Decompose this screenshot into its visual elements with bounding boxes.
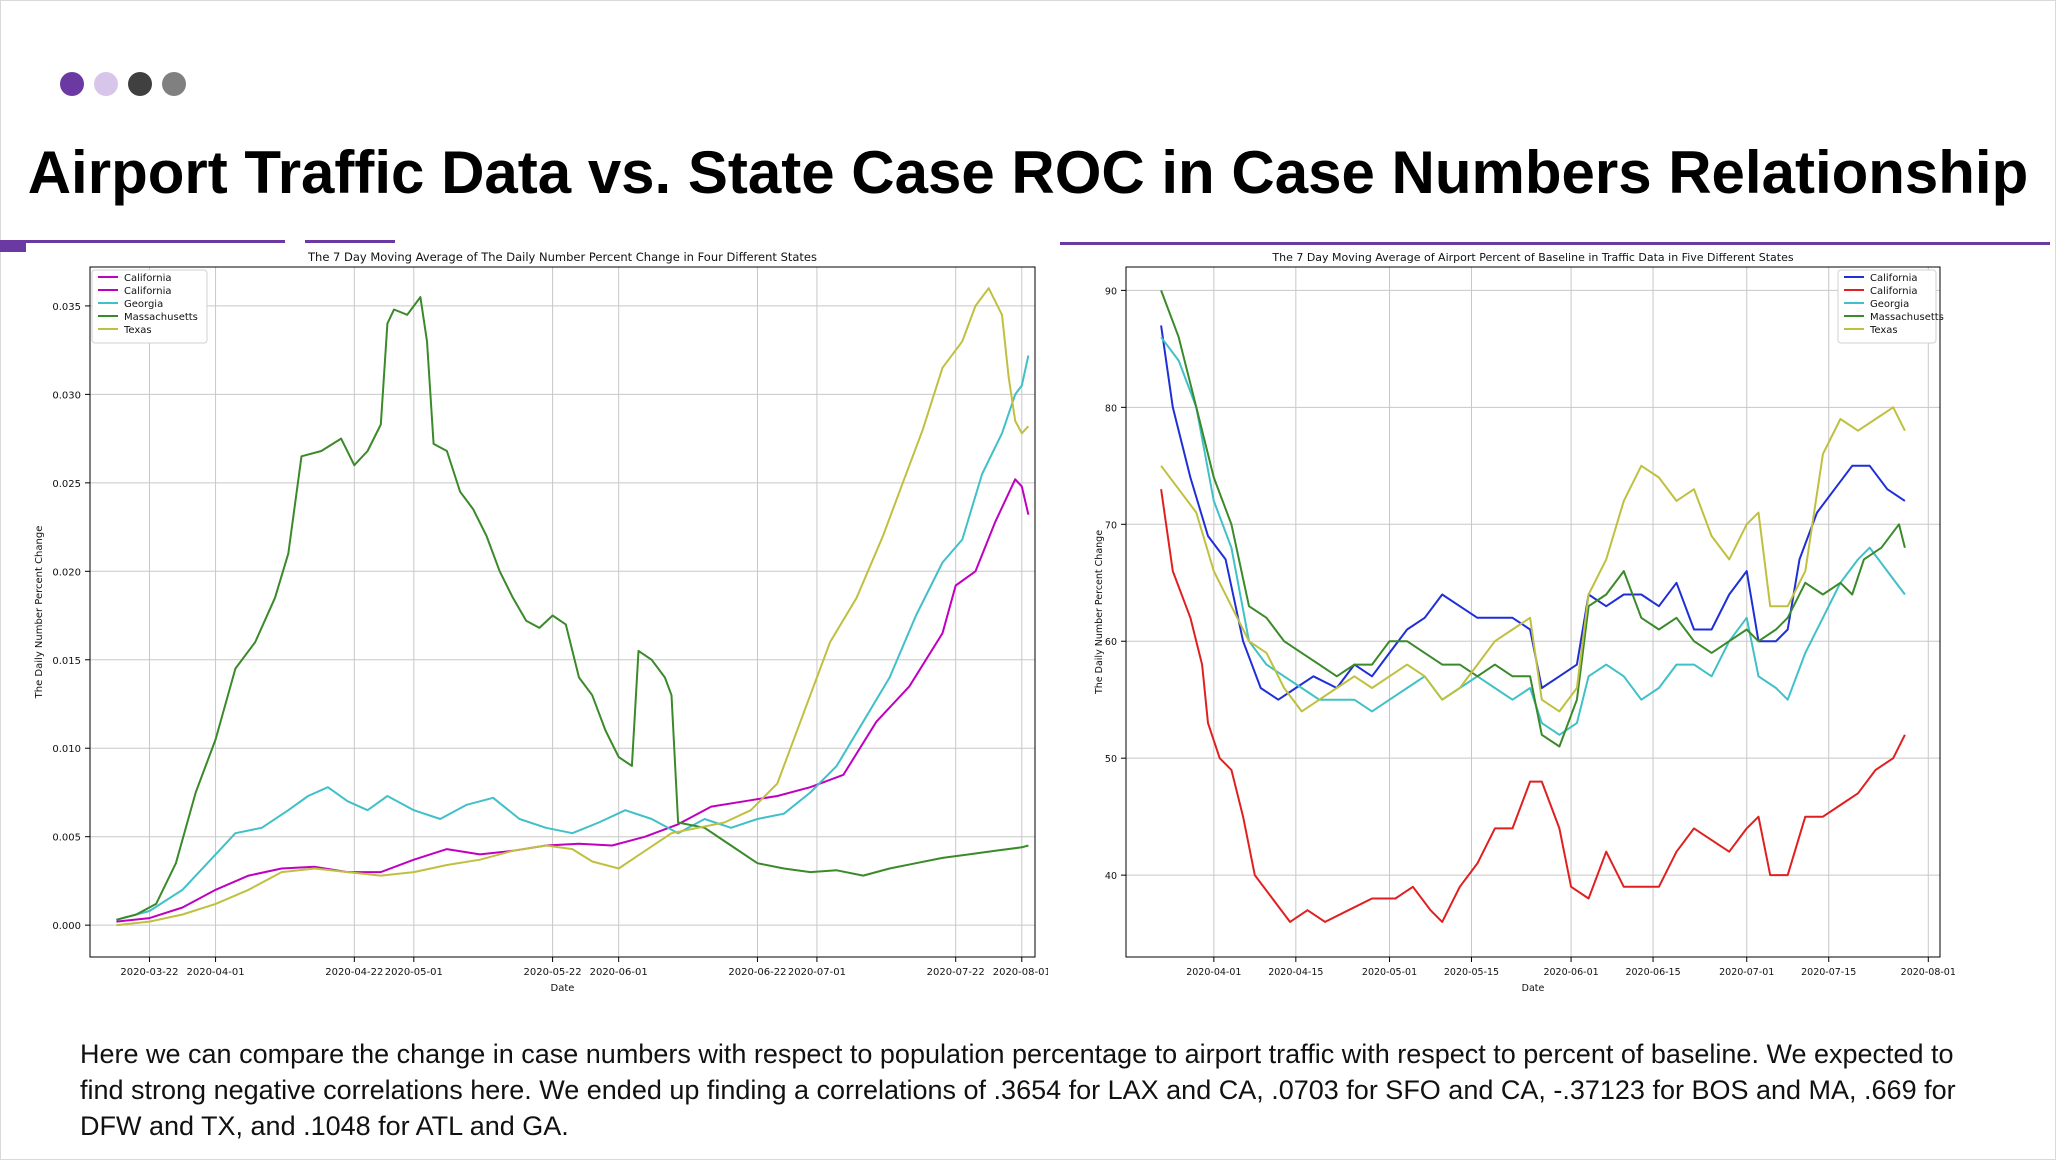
series-line-massachusetts bbox=[1160, 290, 1906, 748]
legend-label: California bbox=[1870, 273, 1918, 284]
x-tick-label: 2020-06-01 bbox=[590, 967, 648, 978]
x-axis-label: Date bbox=[551, 983, 575, 994]
legend-label: California bbox=[124, 286, 172, 297]
x-tick-label: 2020-07-01 bbox=[1719, 967, 1774, 978]
dot-3 bbox=[128, 72, 152, 96]
title-rule-mid bbox=[305, 240, 395, 243]
plot-frame bbox=[89, 266, 1036, 958]
series-line-massachusetts bbox=[116, 296, 1029, 921]
series-line-california bbox=[116, 478, 1030, 923]
y-tick-label: 0.005 bbox=[52, 833, 81, 844]
x-tick-label: 2020-07-22 bbox=[927, 967, 985, 978]
x-tick-label: 2020-03-22 bbox=[120, 967, 178, 978]
x-tick-label: 2020-07-15 bbox=[1801, 967, 1856, 978]
chart-title: The 7 Day Moving Average of Airport Perc… bbox=[1271, 251, 1793, 264]
y-tick-label: 90 bbox=[1105, 286, 1117, 297]
series-line-california bbox=[1160, 489, 1906, 923]
plot-frame bbox=[1125, 266, 1941, 958]
y-tick-label: 70 bbox=[1105, 520, 1117, 531]
legend-label: Texas bbox=[123, 325, 152, 336]
x-tick-label: 2020-08-01 bbox=[1901, 967, 1956, 978]
x-tick-label: 2020-06-22 bbox=[728, 967, 786, 978]
x-tick-label: 2020-08-01 bbox=[993, 967, 1048, 978]
legend-label: Texas bbox=[1869, 325, 1898, 336]
legend-label: California bbox=[1870, 286, 1918, 297]
y-axis-label: The Daily Number Percent Change bbox=[1094, 530, 1105, 695]
y-tick-label: 0.020 bbox=[52, 567, 81, 578]
dot-4 bbox=[162, 72, 186, 96]
series-line-georgia bbox=[1160, 336, 1906, 736]
y-tick-label: 0.015 bbox=[52, 656, 81, 667]
x-tick-label: 2020-04-15 bbox=[1268, 967, 1323, 978]
chart-airport-traffic: The 7 Day Moving Average of Airport Perc… bbox=[1094, 251, 1956, 994]
series-line-texas bbox=[1160, 406, 1906, 713]
y-tick-label: 40 bbox=[1105, 871, 1117, 882]
decorative-dots bbox=[60, 72, 186, 96]
y-tick-label: 0.030 bbox=[52, 390, 81, 401]
legend-label: Massachusetts bbox=[124, 312, 198, 323]
legend-label: Georgia bbox=[1870, 299, 1909, 310]
legend-label: California bbox=[124, 273, 172, 284]
x-tick-label: 2020-05-01 bbox=[385, 967, 443, 978]
x-tick-label: 2020-04-01 bbox=[1186, 967, 1241, 978]
legend-box bbox=[91, 269, 208, 344]
series-line-georgia bbox=[116, 355, 1030, 921]
dot-2 bbox=[94, 72, 118, 96]
y-tick-label: 0.025 bbox=[52, 479, 81, 490]
y-tick-label: 0.000 bbox=[52, 921, 81, 932]
series-line-texas bbox=[116, 287, 1030, 927]
title-rule-left bbox=[0, 240, 285, 243]
slide-title: Airport Traffic Data vs. State Case ROC … bbox=[27, 139, 2029, 206]
y-tick-label: 50 bbox=[1105, 754, 1117, 765]
dot-1 bbox=[60, 72, 84, 96]
legend-label: Massachusetts bbox=[1870, 312, 1944, 323]
chart-title: The 7 Day Moving Average of The Daily Nu… bbox=[307, 250, 817, 264]
x-tick-label: 2020-04-01 bbox=[186, 967, 244, 978]
legend-label: Georgia bbox=[124, 299, 163, 310]
x-tick-label: 2020-05-22 bbox=[524, 967, 582, 978]
x-tick-label: 2020-07-01 bbox=[788, 967, 846, 978]
x-tick-label: 2020-06-01 bbox=[1543, 967, 1598, 978]
y-axis-label: The Daily Number Percent Change bbox=[34, 526, 45, 700]
y-tick-label: 60 bbox=[1105, 637, 1117, 648]
title-rule-tab bbox=[0, 240, 26, 252]
y-tick-label: 0.035 bbox=[52, 302, 81, 313]
y-tick-label: 0.010 bbox=[52, 744, 81, 755]
chart-case-roc: The 7 Day Moving Average of The Daily Nu… bbox=[34, 250, 1048, 994]
series-line-california bbox=[1160, 325, 1906, 701]
y-tick-label: 80 bbox=[1105, 403, 1117, 414]
x-tick-label: 2020-04-22 bbox=[325, 967, 383, 978]
x-tick-label: 2020-06-15 bbox=[1625, 967, 1680, 978]
slide-caption: Here we can compare the change in case n… bbox=[80, 1039, 1956, 1141]
title-rule-right bbox=[1060, 242, 2050, 245]
legend-box bbox=[1837, 269, 1937, 344]
x-axis-label: Date bbox=[1522, 983, 1545, 994]
x-tick-label: 2020-05-15 bbox=[1444, 967, 1499, 978]
x-tick-label: 2020-05-01 bbox=[1362, 967, 1417, 978]
